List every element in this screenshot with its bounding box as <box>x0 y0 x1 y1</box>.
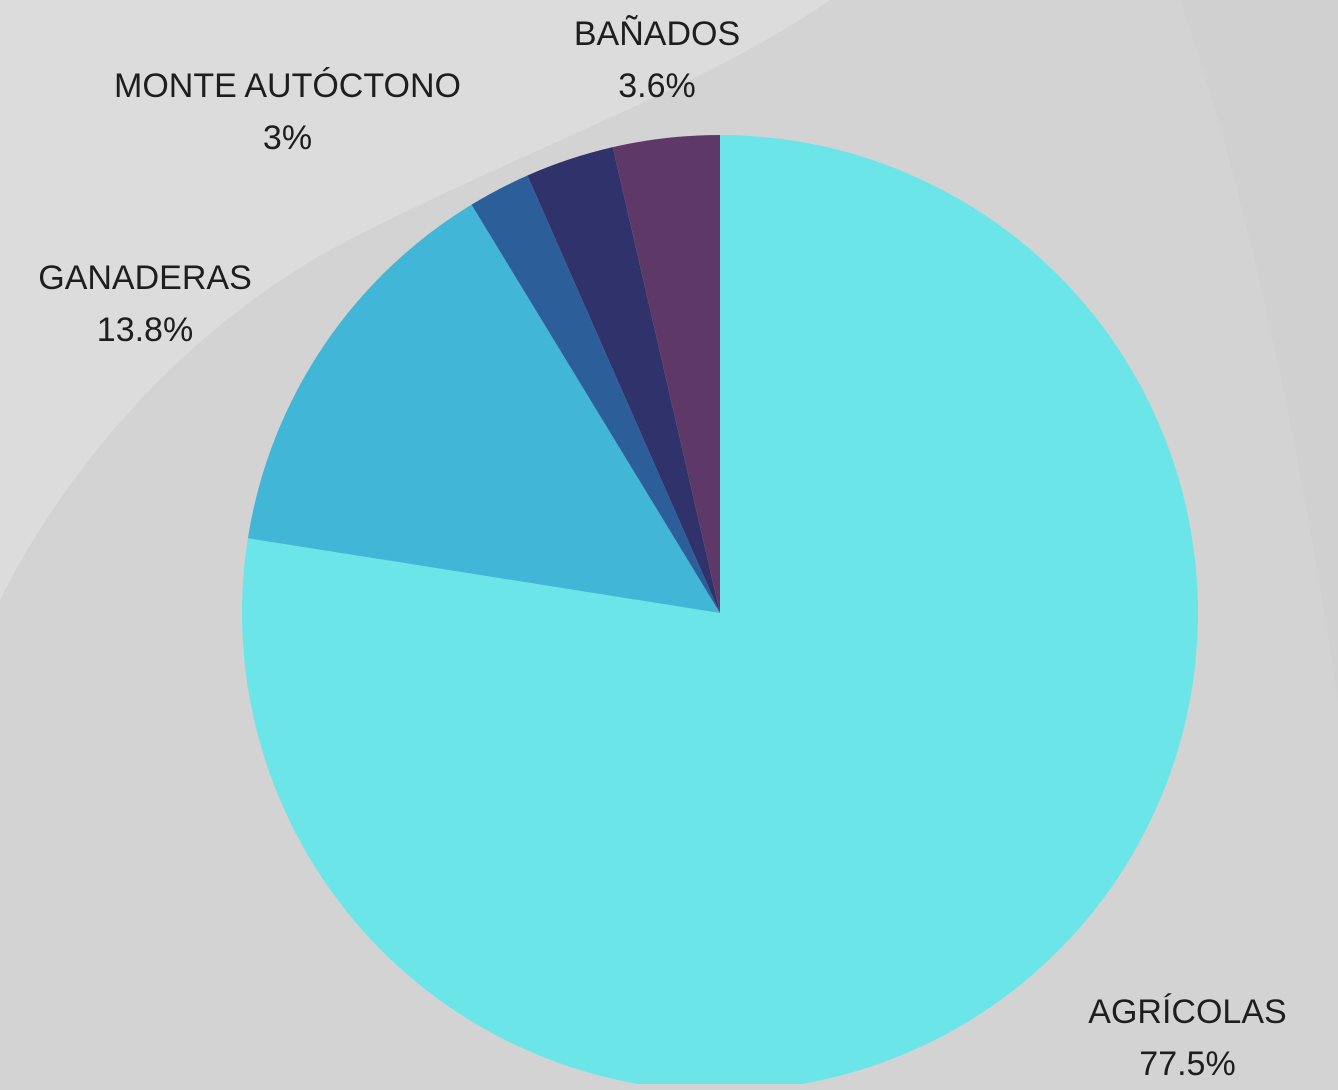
slice-value-agricolas: 77.5% <box>1139 1045 1236 1083</box>
slice-value-banados: 3.6% <box>618 67 696 105</box>
label-agricolas: AGRÍCOLAS 77.5% <box>1060 986 1315 1090</box>
pie-slice-agricolas <box>242 135 1198 1084</box>
pie-slice-banados <box>612 135 720 613</box>
pie-slice-ganaderas <box>247 204 720 613</box>
slice-label-ganaderas: GANADERAS <box>38 259 252 297</box>
slice-label-agricolas: AGRÍCOLAS <box>1088 993 1287 1031</box>
pie-slice-slice-2 <box>471 175 720 613</box>
label-banados: BAÑADOS 3.6% <box>552 8 762 112</box>
slice-value-monte-autoctono: 3% <box>262 119 313 157</box>
background-shade <box>1180 0 1338 700</box>
pie-slice-monte-autoctono <box>527 147 720 613</box>
label-monte-autoctono: MONTE AUTÓCTONO 3% <box>90 60 485 164</box>
background-highlight <box>0 0 830 600</box>
slice-label-monte-autoctono: MONTE AUTÓCTONO <box>114 67 461 105</box>
slice-label-banados: BAÑADOS <box>573 15 741 53</box>
slice-value-ganaderas: 13.8% <box>96 311 194 349</box>
label-ganaderas: GANADERAS 13.8% <box>20 252 270 356</box>
